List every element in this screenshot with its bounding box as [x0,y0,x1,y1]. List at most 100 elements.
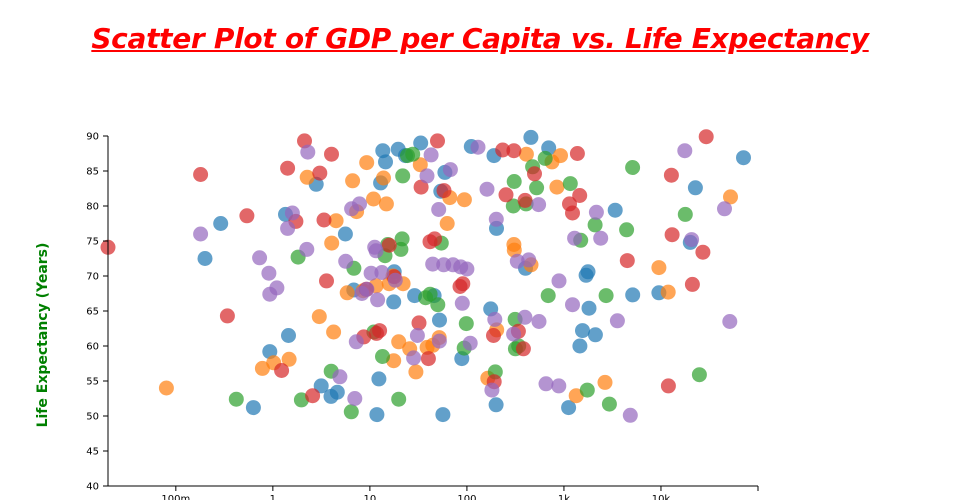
data-point [587,217,603,233]
data-point [598,288,614,304]
data-point [517,192,533,208]
data-point [619,253,635,269]
data-point [575,323,590,339]
data-point [572,188,588,203]
data-point [261,265,277,281]
data-point [432,312,447,328]
data-point [593,230,609,246]
data-point [588,204,604,220]
data-point [549,179,565,195]
y-tick-label: 65 [86,307,99,318]
data-point [378,196,394,212]
data-point [391,391,407,407]
data-point [338,253,354,269]
data-point [299,169,315,185]
data-point [458,316,474,332]
data-point [579,382,595,398]
data-point [569,146,585,161]
data-point [316,212,332,228]
data-point [677,143,693,159]
data-point [540,288,556,304]
data-point [551,378,567,394]
data-point [509,253,525,269]
data-point [553,148,568,164]
data-point [537,150,553,166]
data-point [213,216,229,231]
data-point [405,146,421,162]
data-point [567,230,583,246]
data-point [521,252,537,268]
data-point [486,328,501,343]
data-point [506,143,522,159]
data-point [581,300,597,316]
data-point [158,380,174,396]
data-point [300,144,316,160]
data-point [619,222,635,238]
data-point [408,364,424,380]
data-point [454,295,470,311]
data-point [274,363,290,378]
data-point [580,264,596,280]
data-point [565,205,580,221]
y-tick-label: 55 [86,377,99,388]
data-point [197,251,213,266]
data-point [313,378,329,394]
data-point [625,160,641,175]
data-point [684,232,700,248]
data-point [359,155,375,171]
data-point [406,350,422,366]
data-point [695,244,711,260]
data-point [436,183,452,199]
data-point [562,176,578,192]
data-point [587,327,603,343]
data-point [660,378,676,394]
data-point [423,147,439,163]
data-point [455,276,471,292]
data-point [413,179,429,195]
data-point [431,333,447,349]
data-point [376,170,391,186]
data-point [488,397,504,413]
data-point [394,231,410,247]
data-point [736,150,751,166]
data-point [459,261,475,277]
data-point [597,374,613,390]
data-point [386,294,402,310]
data-point [677,206,693,222]
points-layer [100,129,751,423]
data-point [506,174,522,189]
data-point [561,400,577,416]
x-tick-label: 1k [558,494,570,500]
data-point [572,338,588,354]
data-point [299,241,315,257]
data-point [651,260,667,276]
y-tick-label: 45 [86,447,99,458]
data-point [219,308,235,324]
y-tick-label: 75 [86,237,99,248]
data-point [431,202,447,217]
y-tick-label: 80 [86,202,99,213]
data-point [280,220,296,236]
data-point [378,154,393,170]
data-point [601,396,617,412]
y-tick-label: 85 [86,167,99,178]
data-point [664,227,680,243]
data-point [343,404,359,420]
data-point [363,265,379,281]
data-point [409,328,425,343]
data-point [369,407,385,423]
y-tick-label: 90 [86,132,99,143]
data-point [722,314,738,329]
data-point [687,180,703,196]
data-point [280,160,296,176]
data-point [622,407,638,423]
data-point [419,168,435,184]
data-point [239,208,255,224]
data-point [324,146,339,162]
data-point [523,129,539,145]
data-point [684,276,700,292]
data-point [488,211,504,227]
data-point [305,388,321,404]
data-point [498,187,514,203]
data-point [193,167,209,182]
